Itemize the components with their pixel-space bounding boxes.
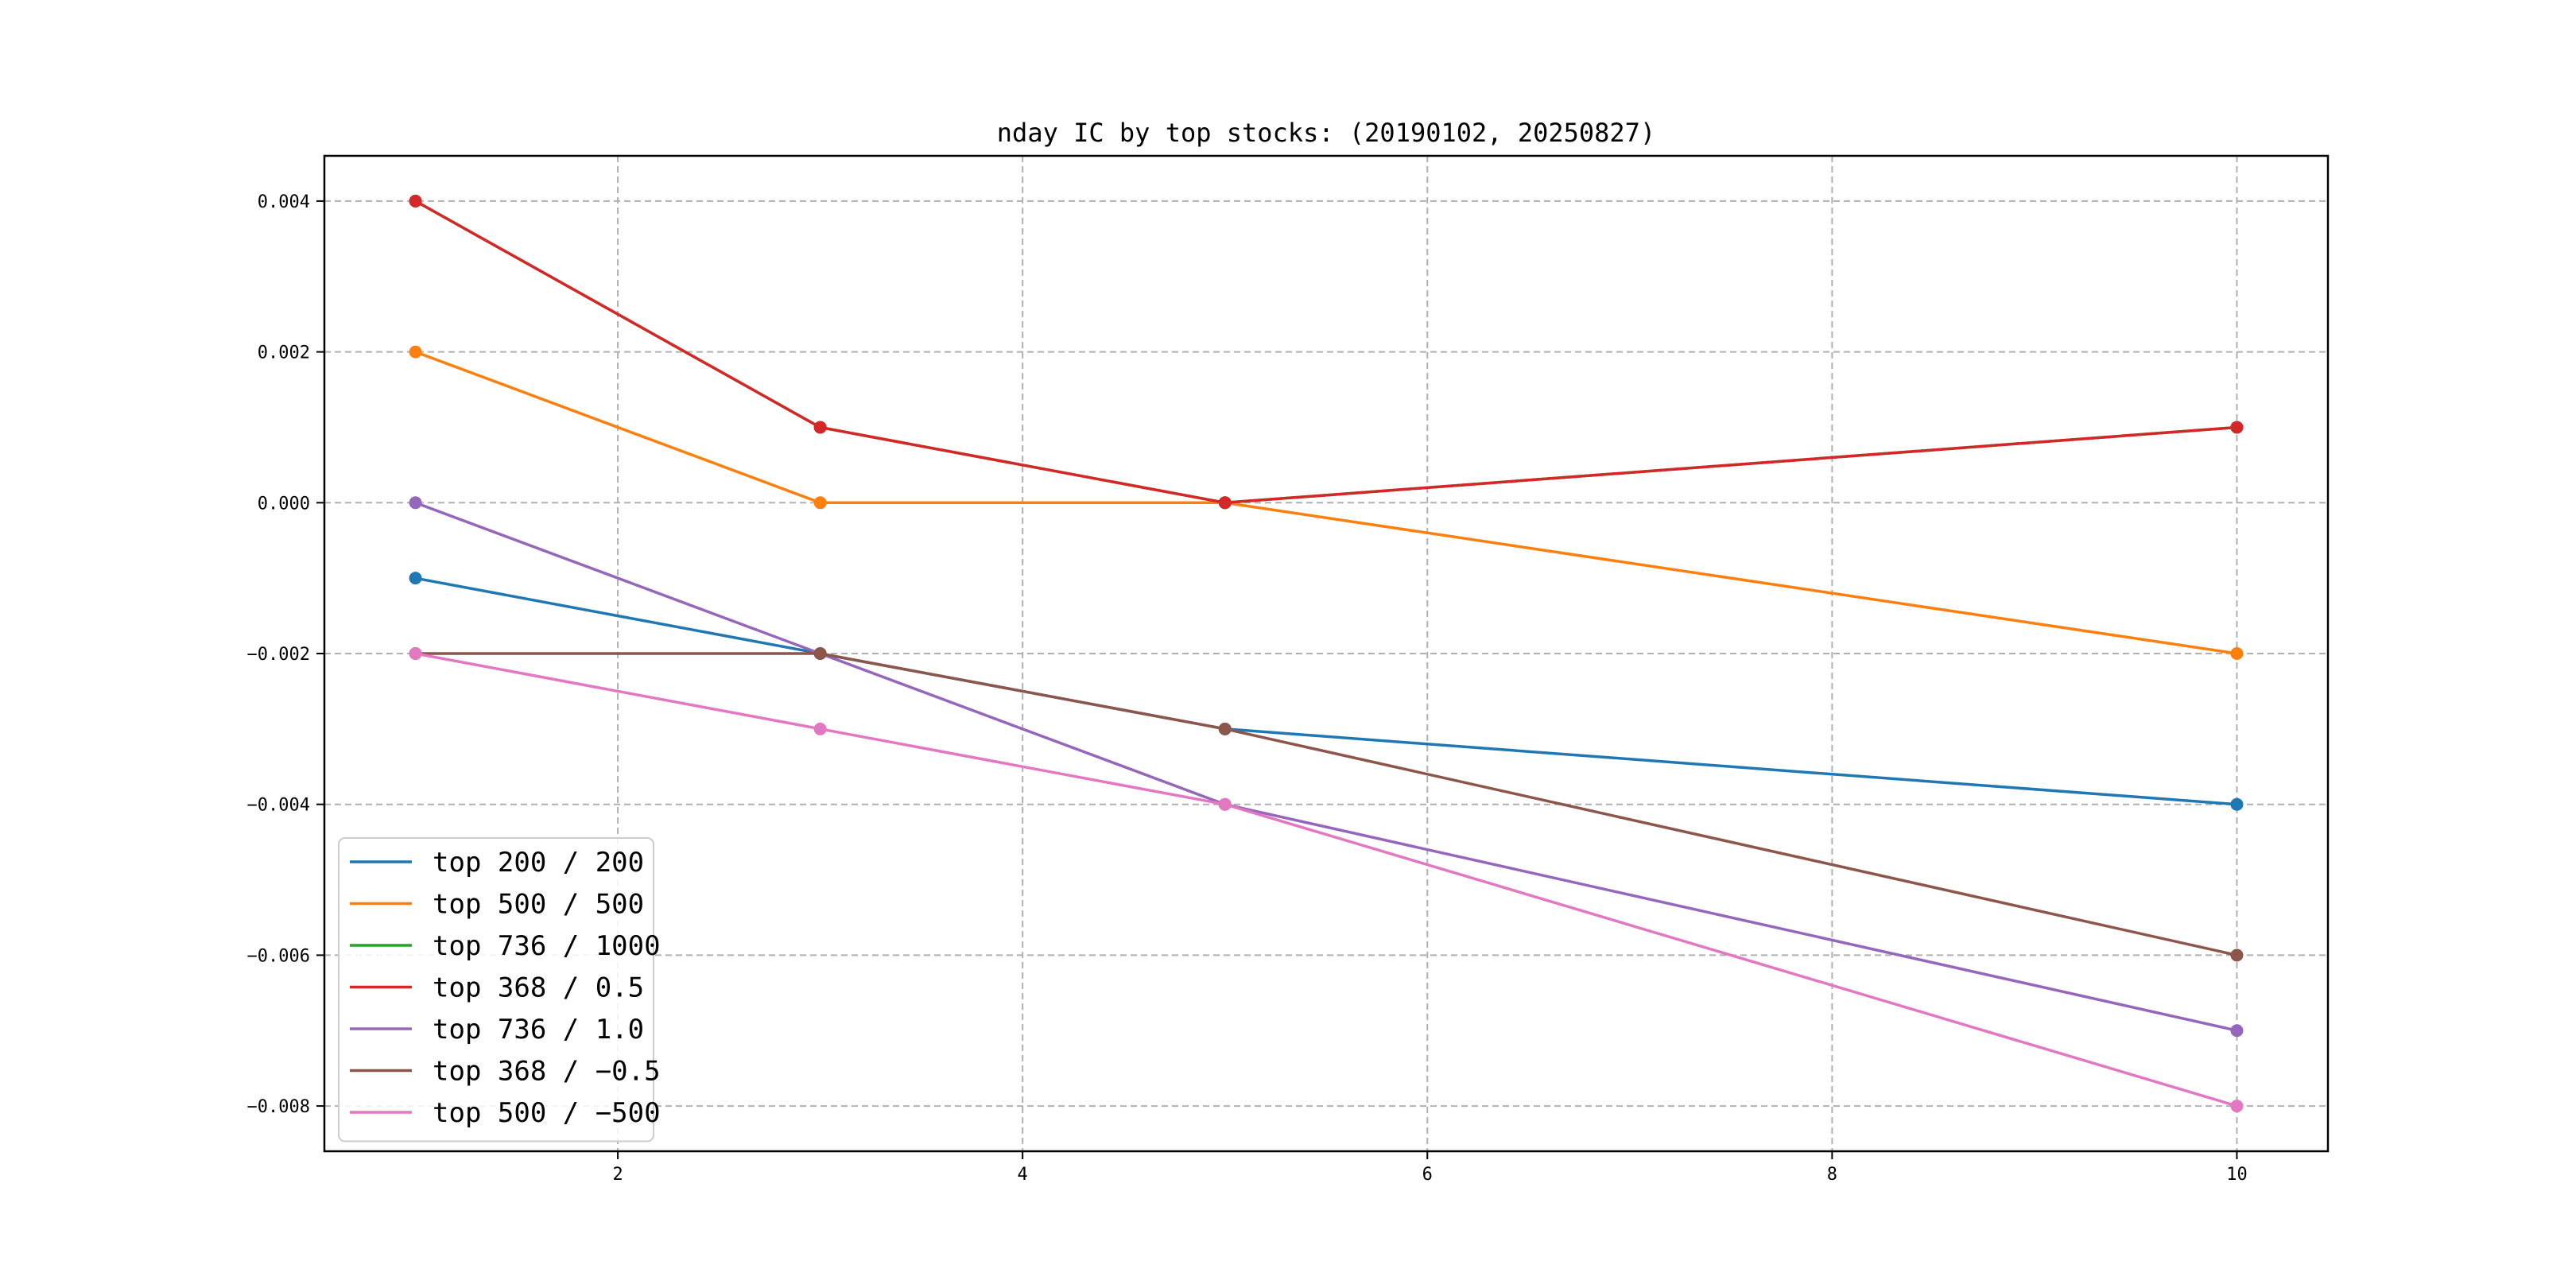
data-point	[409, 572, 422, 585]
x-tick-label: 4	[1018, 1165, 1028, 1185]
x-tick-label: 8	[1827, 1165, 1837, 1185]
series-group	[409, 194, 2244, 1113]
data-point	[813, 496, 827, 510]
y-tick-label: 0.004	[258, 192, 310, 212]
x-tick-label: 6	[1422, 1165, 1433, 1185]
data-point	[813, 647, 827, 660]
series-6	[409, 647, 2244, 1113]
y-tick-label: 0.000	[258, 494, 310, 514]
y-tick-label: −0.002	[247, 645, 310, 665]
y-tick-label: −0.008	[247, 1097, 310, 1117]
y-tick-label: 0.002	[258, 343, 310, 363]
data-point	[409, 345, 422, 359]
chart-title: nday IC by top stocks: (20190102, 202508…	[997, 118, 1655, 148]
x-tick-label: 10	[2226, 1165, 2248, 1185]
data-point	[409, 194, 422, 208]
y-tick-label: −0.006	[247, 946, 310, 966]
data-point	[1218, 722, 1232, 735]
legend-entry-label: top 736 / 1.0	[433, 1014, 644, 1046]
data-point	[2230, 421, 2244, 434]
legend-entry-label: top 200 / 200	[433, 847, 644, 879]
x-axis-ticks: 2 4 6 8 10	[612, 1151, 2248, 1185]
series-line	[414, 501, 2237, 1032]
data-point	[813, 722, 827, 735]
data-point	[2230, 1024, 2244, 1038]
data-point	[409, 647, 422, 660]
legend-entry-label: top 500 / −500	[433, 1097, 661, 1129]
legend: top 200 / 200 top 500 / 500 top 736 / 1000…	[338, 837, 661, 1143]
legend-entry-label: top 368 / −0.5	[433, 1056, 661, 1088]
legend-box	[338, 837, 654, 1143]
y-tick-label: −0.004	[247, 796, 310, 816]
legend-entry-label: top 368 / 0.5	[433, 972, 644, 1004]
data-point	[409, 496, 422, 510]
series-3	[409, 194, 2244, 510]
y-axis-ticks: 0.004 0.002 0.000 −0.002 −0.004 −0.006 −0.008	[247, 192, 324, 1117]
plot-area-frame	[323, 154, 2330, 1153]
legend-entry-label: top 500 / 500	[433, 889, 644, 921]
series-line	[415, 652, 2237, 1108]
x-tick-label: 2	[612, 1165, 623, 1185]
data-point	[2230, 1100, 2244, 1113]
series-line	[415, 652, 2237, 957]
data-point	[813, 421, 827, 434]
data-point	[1218, 496, 1232, 510]
series-line	[414, 200, 2237, 505]
data-point	[2230, 647, 2244, 660]
data-point	[2230, 949, 2244, 962]
data-point	[1218, 797, 1232, 811]
legend-entry-label: top 736 / 1000	[433, 930, 661, 962]
series-0	[409, 572, 2244, 811]
series-line	[414, 350, 2237, 655]
data-point	[2230, 797, 2244, 811]
